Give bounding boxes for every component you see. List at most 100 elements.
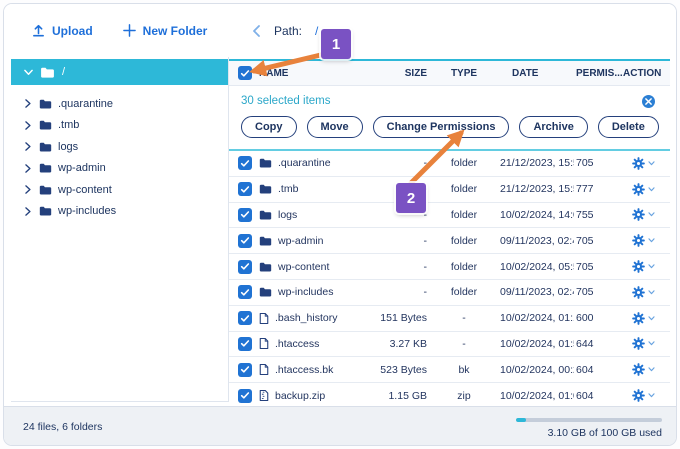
row-actions-dropdown[interactable] — [631, 157, 655, 170]
chevron-down-icon — [647, 186, 655, 192]
gear-icon — [631, 157, 645, 170]
file-name[interactable]: logs — [278, 208, 298, 221]
selection-banner: 30 selected items Copy Move Change Permiss… — [229, 86, 670, 151]
file-name[interactable]: .htaccess — [275, 337, 320, 350]
row-checkbox-cell — [229, 388, 253, 403]
file-size: 523 Bytes — [380, 363, 427, 376]
file-type: folder — [450, 208, 478, 221]
row-actions-dropdown[interactable] — [631, 311, 655, 325]
row-actions-dropdown[interactable] — [631, 337, 655, 351]
row-name-cell: .bash_history — [253, 312, 368, 325]
chevron-down-icon — [647, 315, 655, 321]
file-date: 21/12/2023, 15:5... — [500, 157, 574, 170]
row-checkbox[interactable] — [238, 311, 252, 326]
file-name[interactable]: .quarantine — [278, 157, 331, 170]
chevron-down-icon — [647, 212, 655, 217]
gear-icon — [631, 182, 645, 196]
file-type: - — [462, 312, 466, 325]
sidebar-item-label: wp-admin — [58, 162, 106, 175]
file-type: folder — [450, 157, 478, 170]
row-actions-dropdown[interactable] — [631, 389, 655, 402]
folder-icon — [39, 120, 52, 130]
move-button[interactable]: Move — [306, 116, 363, 138]
file-date: 10/02/2024, 14:0... — [500, 208, 574, 221]
row-actions-dropdown[interactable] — [631, 234, 655, 248]
chevron-right-icon[interactable] — [24, 142, 33, 152]
gear-icon — [631, 260, 645, 273]
column-header-name: NAME — [259, 67, 289, 79]
sidebar-item-quarantine[interactable]: .quarantine — [11, 93, 228, 115]
row-checkbox[interactable] — [238, 336, 252, 351]
select-all-checkbox[interactable] — [238, 66, 252, 80]
path-root-link[interactable]: / — [315, 23, 319, 38]
row-actions-dropdown[interactable] — [631, 182, 655, 196]
chevron-right-icon[interactable] — [24, 185, 33, 195]
new-folder-button[interactable]: New Folder — [122, 24, 207, 38]
chevron-right-icon[interactable] — [24, 99, 33, 109]
column-header-permissions: PERMIS... — [576, 67, 623, 79]
file-type: zip — [457, 389, 471, 402]
row-checkbox[interactable] — [238, 362, 252, 377]
row-actions-dropdown[interactable] — [631, 260, 655, 273]
file-name[interactable]: wp-admin — [278, 234, 324, 247]
row-actions-dropdown[interactable] — [631, 363, 655, 377]
gear-icon — [631, 337, 645, 351]
chevron-down-icon — [647, 161, 655, 166]
sidebar-item-wp-admin[interactable]: wp-admin — [11, 158, 228, 180]
delete-button[interactable]: Delete — [597, 116, 659, 138]
row-checkbox-cell — [229, 311, 253, 326]
file-date: 09/11/2023, 02:4... — [500, 234, 574, 247]
row-checkbox[interactable] — [238, 233, 252, 248]
sidebar-item-label: wp-content — [58, 183, 112, 196]
chevron-right-icon[interactable] — [24, 206, 33, 216]
chevron-right-icon[interactable] — [24, 120, 33, 130]
row-checkbox-cell — [229, 233, 253, 248]
file-size: 1.15 GB — [388, 389, 427, 402]
row-checkbox-cell — [229, 285, 253, 300]
chevron-down-icon[interactable] — [24, 69, 33, 76]
file-name[interactable]: wp-content — [278, 260, 330, 273]
sidebar-item-label: wp-includes — [58, 205, 117, 218]
open-folder-icon — [40, 67, 55, 78]
archive-button[interactable]: Archive — [519, 116, 588, 138]
chevron-right-icon[interactable] — [24, 163, 33, 173]
file-size: - — [423, 286, 428, 299]
sidebar-item-root[interactable]: / — [11, 59, 228, 85]
file-manager-window: Upload New Folder Path: / / .quaran — [3, 3, 677, 446]
file-name[interactable]: .htaccess.bk — [275, 363, 334, 376]
sidebar-item-wp-content[interactable]: wp-content — [11, 179, 228, 201]
file-name[interactable]: .bash_history — [275, 312, 338, 325]
sidebar-item-logs[interactable]: logs — [11, 136, 228, 158]
gear-icon — [631, 389, 645, 402]
sidebar-item-tmb[interactable]: .tmb — [11, 115, 228, 137]
copy-button[interactable]: Copy — [241, 116, 297, 138]
row-name-cell: wp-includes — [253, 286, 368, 298]
back-chevron-icon[interactable] — [252, 24, 261, 37]
sidebar-item-wp-includes[interactable]: wp-includes — [11, 201, 228, 223]
upload-button[interactable]: Upload — [32, 24, 93, 38]
selected-items-count: 30 selected items — [241, 95, 331, 107]
file-name[interactable]: wp-includes — [278, 286, 334, 299]
row-checkbox-cell — [229, 207, 253, 222]
close-icon[interactable] — [642, 95, 655, 108]
folder-icon — [259, 287, 272, 297]
gear-icon — [631, 311, 645, 325]
sidebar-root-label: / — [62, 66, 66, 78]
row-checkbox[interactable] — [238, 156, 252, 171]
annotation-badge-1: 1 — [321, 29, 351, 59]
file-type: bk — [458, 363, 470, 376]
file-name[interactable]: .tmb — [278, 183, 299, 196]
row-name-cell: .htaccess.bk — [253, 363, 368, 376]
row-actions-dropdown[interactable] — [631, 286, 655, 299]
row-checkbox[interactable] — [238, 388, 252, 403]
row-checkbox[interactable] — [238, 285, 252, 300]
file-icon — [259, 337, 269, 350]
row-actions-dropdown[interactable] — [631, 208, 655, 222]
change-permissions-button[interactable]: Change Permissions — [372, 116, 510, 138]
row-checkbox[interactable] — [238, 207, 252, 222]
row-checkbox[interactable] — [238, 259, 252, 274]
folder-icon — [39, 206, 52, 216]
row-name-cell: logs — [253, 209, 368, 221]
file-name[interactable]: backup.zip — [275, 389, 326, 402]
row-checkbox[interactable] — [238, 182, 252, 197]
